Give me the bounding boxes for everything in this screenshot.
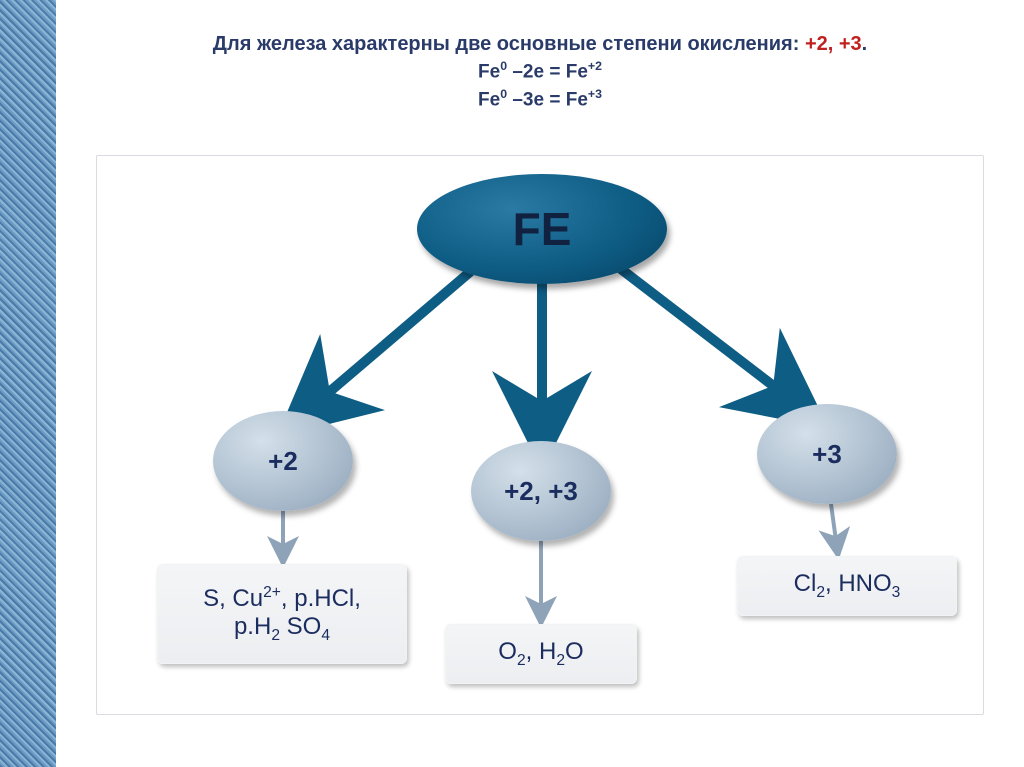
leaf-left-line1: S, Cu2+, р.HCl,	[203, 584, 361, 613]
child-3-label: +3	[812, 439, 842, 470]
leaf-left-line2: р.H2 SO4	[234, 613, 330, 645]
node-root: FE	[417, 174, 667, 284]
node-child-3: +3	[757, 404, 897, 504]
node-child-1: +2	[213, 411, 353, 511]
slide-main: Для железа характерны две основные степе…	[56, 0, 1024, 767]
title-period: .	[862, 33, 868, 55]
diagram-panel: FE +2 +2, +3 +3 S, Cu2+, р.HCl, р.H2 SO4…	[96, 155, 984, 715]
leaf-left: S, Cu2+, р.HCl, р.H2 SO4	[157, 564, 407, 664]
root-label: FE	[513, 202, 572, 256]
title-sub2: Fe0 –3e = Fe+3	[56, 86, 1024, 114]
leaf-mid-text: O2, H2O	[498, 638, 583, 670]
leaf-right: Cl2, HNO3	[737, 556, 957, 616]
leaf-right-text: Cl2, HNO3	[794, 570, 901, 602]
slide-title: Для железа характерны две основные степе…	[56, 30, 1024, 114]
title-oxid: +2, +3	[805, 33, 862, 55]
sidebar-pattern	[0, 0, 56, 767]
title-part-a: Для железа характерны две основные степе…	[213, 33, 805, 55]
leaf-mid: O2, H2O	[445, 624, 637, 684]
child-1-label: +2	[268, 446, 298, 477]
title-text: Для железа характерны две основные степе…	[213, 33, 867, 55]
title-sub1: Fe0 –2e = Fe+2	[56, 58, 1024, 86]
node-child-2: +2, +3	[471, 441, 611, 541]
child-2-label: +2, +3	[504, 476, 578, 507]
